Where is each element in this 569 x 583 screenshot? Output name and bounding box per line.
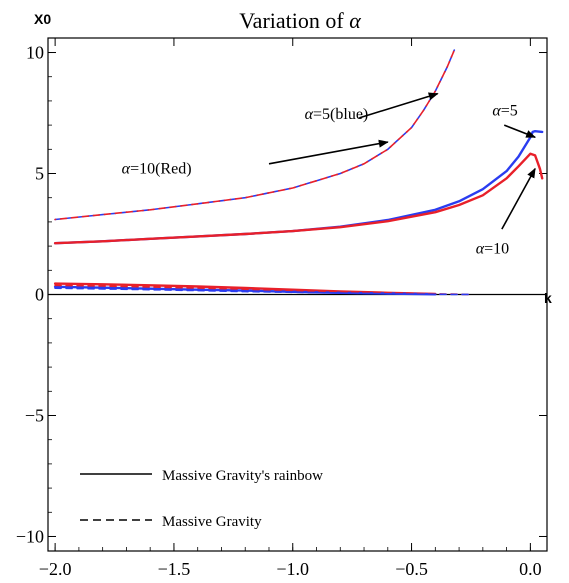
y-tick-label: 0 xyxy=(35,285,44,305)
annotation-arrow-2 xyxy=(503,124,537,138)
annotation-arrow-3 xyxy=(501,167,536,230)
series-line-2 xyxy=(53,129,544,245)
tick-layer: −2.0 −1.5 −1.0 −0.5 0.0 −10 −5 0 5 10 xyxy=(16,38,547,579)
legend-label-solid: Massive Gravity's rainbow xyxy=(162,468,323,484)
x-tick-label: −1.0 xyxy=(276,559,309,579)
y-tick-label: 5 xyxy=(35,164,44,184)
annotation-arrow-1 xyxy=(268,139,389,165)
legend: Massive Gravity's rainbow Massive Gravit… xyxy=(80,468,323,530)
annotation-label-0: α=5(blue) xyxy=(305,106,369,123)
x-axis-label: k xyxy=(544,290,552,306)
y-tick-label: −10 xyxy=(16,526,44,546)
series-line-7 xyxy=(54,287,472,296)
x-tick-label: 0.0 xyxy=(519,559,542,579)
series-line-0 xyxy=(54,49,456,221)
x-tick-label: −0.5 xyxy=(395,559,428,579)
series-line-5 xyxy=(53,285,437,296)
annotation-arrow-0 xyxy=(359,92,439,119)
x-tick-label: −1.5 xyxy=(158,559,191,579)
y-axis-label: X0 xyxy=(34,11,51,27)
annotation-label-3: α=10 xyxy=(476,240,509,257)
annotation-label-1: α=10(Red) xyxy=(122,161,192,178)
annotation-label-2: α=5 xyxy=(492,102,517,119)
x-tick-label: −2.0 xyxy=(39,559,72,579)
y-tick-label: 10 xyxy=(26,43,44,63)
y-tick-label: −5 xyxy=(25,405,44,425)
series-line-1 xyxy=(54,49,456,221)
annotation-layer: α=5(blue) α=10(Red) α=5 α=10 xyxy=(122,92,537,257)
series-line-3 xyxy=(53,152,544,245)
legend-label-dashed: Massive Gravity xyxy=(162,514,262,530)
chart-title: Variation of α xyxy=(239,8,361,33)
